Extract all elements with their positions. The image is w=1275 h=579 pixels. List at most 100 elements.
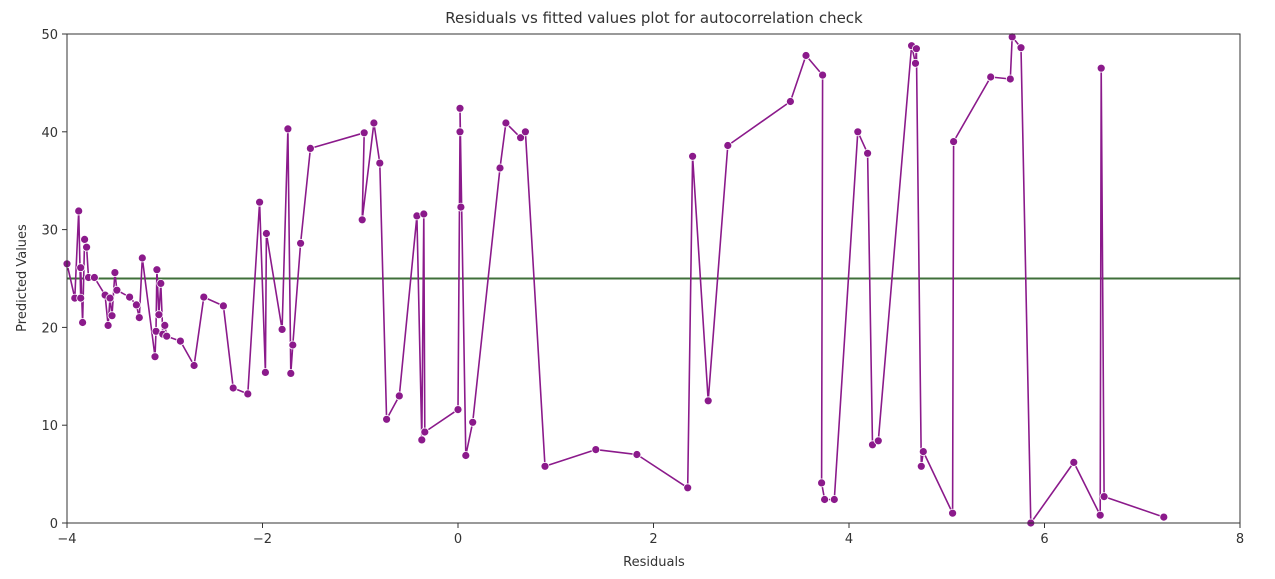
data-point: [853, 127, 863, 137]
plot-area-frame: [66, 33, 1241, 524]
x-tick-label: 0: [454, 532, 462, 547]
data-point: [131, 300, 141, 310]
data-point: [228, 383, 238, 393]
x-axis-label: Residuals: [623, 555, 685, 570]
data-point: [74, 206, 84, 216]
data-point: [261, 229, 271, 238]
data-point: [277, 324, 287, 334]
data-point: [1005, 74, 1015, 84]
chart-title: Residuals vs fitted values plot for auto…: [445, 9, 863, 27]
data-point: [540, 461, 550, 471]
x-tick-label: 8: [1236, 532, 1244, 547]
data-point: [521, 127, 530, 137]
data-point: [243, 389, 253, 399]
data-point: [916, 461, 926, 471]
data-point: [134, 313, 144, 323]
data-point: [105, 293, 115, 303]
data-point: [150, 352, 160, 362]
data-point: [688, 151, 697, 161]
x-tick-label: 2: [649, 532, 657, 547]
data-point: [359, 128, 369, 138]
data-point: [863, 148, 872, 158]
data-point: [1007, 32, 1017, 42]
data-point: [1095, 510, 1105, 520]
data-point: [703, 396, 713, 406]
y-axis-label: Predicted Values: [15, 224, 30, 332]
data-point: [456, 202, 466, 212]
data-point: [125, 292, 135, 302]
data-point: [283, 124, 293, 134]
data-point: [911, 58, 920, 68]
y-tick-label: 50: [41, 28, 58, 43]
x-tick-label: 6: [1040, 532, 1048, 547]
data-point: [80, 234, 89, 244]
data-point: [455, 103, 465, 113]
data-point: [154, 310, 164, 320]
y-tick-label: 20: [41, 321, 58, 336]
data-point: [76, 293, 86, 303]
data-point: [103, 320, 113, 330]
data-point: [1069, 457, 1079, 467]
data-point: [516, 133, 525, 143]
data-point: [417, 435, 427, 445]
y-tick-label: 0: [50, 517, 58, 532]
data-point: [591, 445, 601, 455]
data-point: [156, 278, 166, 288]
data-point: [296, 238, 306, 248]
data-point: [1099, 492, 1109, 502]
data-point: [632, 450, 642, 459]
data-point: [137, 253, 147, 263]
data-point: [112, 285, 122, 295]
data-point: [786, 97, 795, 106]
data-point: [683, 483, 693, 493]
data-point: [305, 143, 315, 153]
data-point: [455, 127, 465, 137]
data-point: [723, 141, 733, 150]
x-tick-label: −2: [253, 532, 272, 547]
data-point: [76, 263, 86, 273]
data-point: [468, 417, 478, 427]
data-point: [820, 495, 829, 504]
data-point: [90, 273, 99, 282]
data-point: [829, 495, 839, 504]
data-point: [218, 301, 228, 311]
data-point: [78, 318, 87, 327]
data-point: [986, 72, 996, 82]
data-point: [817, 478, 826, 488]
y-tick-label: 30: [41, 224, 58, 239]
data-point: [394, 391, 404, 401]
data-point: [495, 163, 505, 173]
y-tick-label: 40: [41, 126, 58, 141]
data-point: [818, 70, 827, 80]
data-point: [1159, 512, 1169, 522]
data-point: [461, 451, 471, 460]
data-point: [453, 405, 463, 415]
data-point: [949, 137, 958, 147]
data-point: [873, 436, 883, 446]
data-point: [110, 268, 120, 278]
y-tick-label: 10: [41, 419, 58, 434]
data-point: [419, 209, 429, 219]
data-point: [286, 368, 296, 378]
data-point: [260, 367, 270, 377]
data-point: [160, 320, 170, 330]
data-point: [501, 118, 511, 128]
data-point: [420, 427, 430, 437]
data-point: [801, 51, 811, 60]
axis-ticks: −4 −2 0 2 4 6 8 0 10 20 30 40 50: [41, 28, 1244, 547]
data-point: [918, 447, 928, 457]
data-point: [357, 215, 367, 225]
x-tick-label: −4: [57, 532, 76, 547]
data-point: [189, 361, 199, 370]
data-point: [107, 311, 117, 321]
data-point: [375, 158, 385, 168]
data-point: [255, 197, 265, 207]
series-layer: [62, 32, 1169, 528]
data-point: [369, 118, 379, 128]
data-point: [162, 331, 172, 341]
data-point: [199, 292, 209, 302]
data-point: [912, 44, 921, 54]
x-tick-label: 4: [845, 532, 853, 547]
